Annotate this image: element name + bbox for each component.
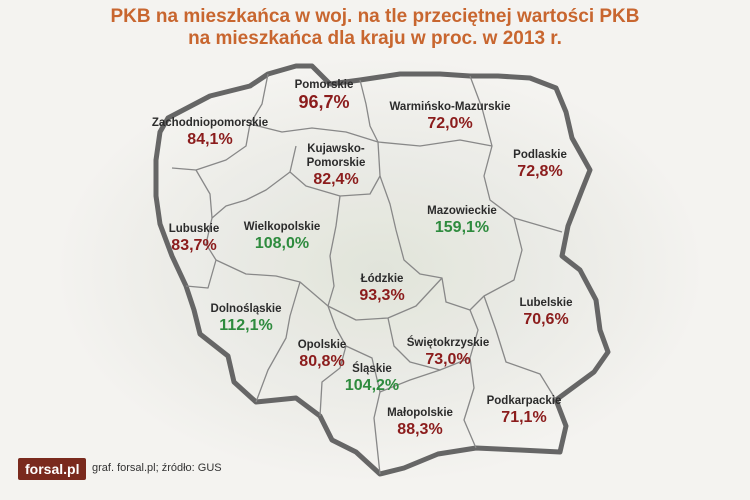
region-name: Opolskie <box>297 339 347 351</box>
border-lubuskie-east <box>185 169 217 289</box>
region-pomorskie: Pomorskie 96,7% <box>295 78 354 112</box>
country-outline <box>153 63 611 477</box>
region-name: Lubelskie <box>519 297 573 309</box>
region-opolskie: Opolskie 80,8% <box>298 338 347 372</box>
chart-title: PKB na mieszkańca w woj. na tle przecięt… <box>0 6 750 50</box>
region-value: 72,0% <box>427 115 473 132</box>
region-lubuskie: Lubuskie 83,7% <box>169 222 219 256</box>
region-value: 159,1% <box>434 219 490 236</box>
region-zachodniopomorskie: Zachodniopomorskie 84,1% <box>152 116 268 150</box>
region-wielkopolskie: Wielkopolskie 108,0% <box>244 220 321 254</box>
region-value: 80,8% <box>299 353 345 370</box>
border-dolnoslaskie-north <box>215 259 329 307</box>
region-value: 104,2% <box>344 377 400 394</box>
border-opolskie-slaskie <box>319 305 347 417</box>
region-name: Dolnośląskie <box>210 303 282 315</box>
region-value: 93,3% <box>359 287 405 304</box>
border-dolnoslaskie-opolskie <box>255 281 301 403</box>
title-line-2: na mieszkańca dla kraju w proc. w 2013 r… <box>188 28 562 49</box>
region-value: 82,4% <box>313 171 359 188</box>
region-value: 88,3% <box>397 421 443 438</box>
region-swietokrzyskie: Świętokrzyskie 73,0% <box>407 336 489 370</box>
border-podkarpackie-west <box>463 357 477 449</box>
region-name: Warmińsko-Mazurskie <box>389 101 511 113</box>
background-money-glow <box>60 60 700 480</box>
voivodeship-borders <box>171 73 563 475</box>
border-wielkopolskie-east-lodzkie <box>327 195 341 307</box>
region-name: Kujawsko-Pomorskie <box>306 143 366 169</box>
border-malopolskie-north <box>379 369 441 393</box>
border-wielkopolskie-south <box>211 171 291 219</box>
region-podlaskie: Podlaskie 72,8% <box>513 148 567 182</box>
region-name: Małopolskie <box>387 407 453 419</box>
region-name: Lubuskie <box>168 223 220 235</box>
region-name: Podlaskie <box>513 149 567 161</box>
region-name: Mazowieckie <box>427 205 497 217</box>
title-line-1: PKB na mieszkańca w woj. na tle przecięt… <box>110 6 640 27</box>
region-value: 83,7% <box>171 237 217 254</box>
region-lubelskie: Lubelskie 70,6% <box>519 296 572 330</box>
region-name: Zachodniopomorskie <box>151 117 269 129</box>
border-pomorskie-kujawsko <box>249 123 379 143</box>
region-warminsko-mazurskie: Warmińsko-Mazurskie 72,0% <box>390 100 511 134</box>
forsal-logo: forsal.pl <box>18 458 87 480</box>
region-name: Pomorskie <box>294 79 354 91</box>
border-pomorskie-warminsko <box>359 79 379 143</box>
region-dolnoslaskie: Dolnośląskie 112,1% <box>211 302 282 336</box>
border-warminsko-south <box>377 139 493 147</box>
region-value: 73,0% <box>425 351 471 368</box>
region-value: 96,7% <box>298 92 350 112</box>
region-kujawsko-pomorskie: Kujawsko-Pomorskie 82,4% <box>291 142 381 190</box>
region-value: 71,1% <box>501 409 547 426</box>
region-mazowieckie: Mazowieckie 159,1% <box>427 204 497 238</box>
region-name: Śląskie <box>352 363 392 375</box>
region-name: Świętokrzyskie <box>406 337 490 349</box>
border-lubelskie-west <box>483 295 557 401</box>
region-name: Łódzkie <box>360 273 404 285</box>
region-value: 84,1% <box>187 131 233 148</box>
region-name: Wielkopolskie <box>243 221 321 233</box>
border-mazowieckie-west <box>379 175 523 311</box>
source-credits: graf. forsal.pl; źródło: GUS <box>92 462 222 474</box>
region-slaskie: Śląskie 104,2% <box>345 362 399 396</box>
region-value: 72,8% <box>517 163 563 180</box>
region-value: 70,6% <box>523 311 569 328</box>
region-value: 112,1% <box>219 317 273 334</box>
region-podkarpackie: Podkarpackie 71,1% <box>487 394 562 428</box>
region-value: 108,0% <box>254 235 310 252</box>
region-lodzkie: Łódzkie 93,3% <box>359 272 404 306</box>
region-malopolskie: Małopolskie 88,3% <box>387 406 453 440</box>
region-name: Podkarpackie <box>486 395 562 407</box>
